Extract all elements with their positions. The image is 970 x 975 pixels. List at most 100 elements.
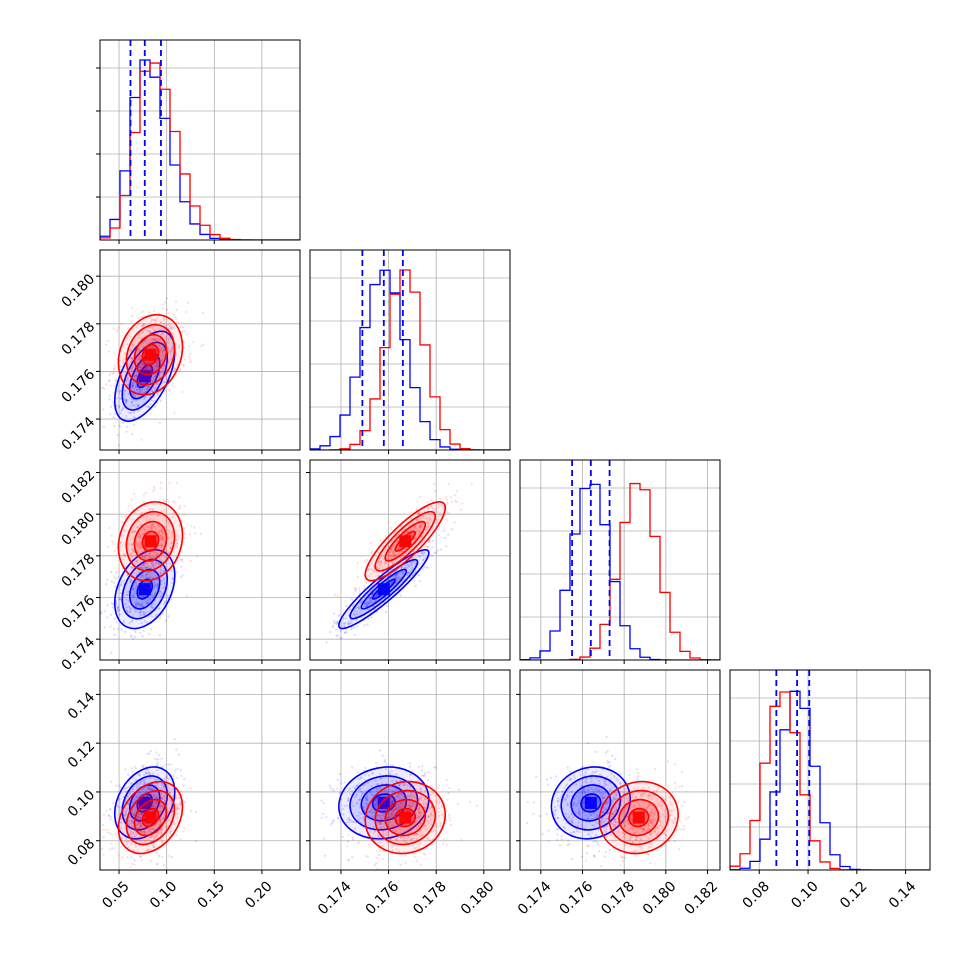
scatter-point <box>333 819 335 821</box>
scatter-point <box>337 594 339 596</box>
scatter-point <box>180 565 182 567</box>
scatter-point <box>624 857 626 859</box>
scatter-point <box>548 829 550 831</box>
scatter-point <box>172 577 174 579</box>
scatter-point <box>345 631 347 633</box>
scatter-point <box>392 764 394 766</box>
scatter-point <box>561 838 563 840</box>
scatter-point <box>457 803 459 805</box>
scatter-point <box>161 758 163 760</box>
scatter-point <box>120 323 122 325</box>
scatter-point <box>103 626 105 628</box>
scatter-point <box>150 585 152 587</box>
scatter-point <box>379 749 381 751</box>
scatter-point <box>184 358 186 360</box>
scatter-point <box>127 510 129 512</box>
scatter-point <box>132 638 134 640</box>
scatter-point <box>411 512 413 514</box>
scatter-point <box>359 590 361 592</box>
scatter-point <box>329 631 331 633</box>
scatter-point <box>445 545 447 547</box>
scatter-point <box>446 779 448 781</box>
scatter-point <box>135 407 137 409</box>
scatter-point <box>390 527 392 529</box>
scatter-point <box>371 593 373 595</box>
scatter-point <box>185 311 187 313</box>
scatter-point <box>131 307 133 309</box>
scatter-point <box>165 776 167 778</box>
scatter-point <box>345 609 347 611</box>
scatter-point <box>340 637 342 639</box>
scatter-point <box>125 431 127 433</box>
scatter-point <box>154 405 156 407</box>
scatter-point <box>115 785 117 787</box>
scatter-point <box>163 864 165 866</box>
scatter-point <box>146 587 148 589</box>
scatter-point <box>345 605 347 607</box>
scatter-point <box>368 843 370 845</box>
scatter-point <box>419 496 421 498</box>
scatter-point <box>109 848 111 850</box>
scatter-point <box>342 836 344 838</box>
scatter-point <box>177 767 179 769</box>
scatter-point <box>183 513 185 515</box>
scatter-point <box>117 799 119 801</box>
scatter-point <box>338 615 340 617</box>
scatter-point <box>148 752 150 754</box>
scatter-point <box>443 530 445 532</box>
scatter-point <box>139 856 141 858</box>
scatter-point <box>168 501 170 503</box>
scatter-point <box>446 502 448 504</box>
scatter-point <box>133 858 135 860</box>
scatter-point <box>189 787 191 789</box>
scatter-point <box>174 568 176 570</box>
scatter-point <box>173 386 175 388</box>
scatter-point <box>108 395 110 397</box>
scatter-point <box>330 787 332 789</box>
scatter-point <box>137 410 139 412</box>
scatter-point <box>113 425 115 427</box>
scatter-point <box>476 805 478 807</box>
scatter-point <box>181 574 183 576</box>
scatter-point <box>186 333 188 335</box>
scatter-point <box>637 775 639 777</box>
scatter-point <box>134 766 136 768</box>
scatter-point <box>183 365 185 367</box>
scatter-point <box>140 439 142 441</box>
scatter-point <box>180 576 182 578</box>
scatter-point <box>163 594 165 596</box>
scatter-point <box>106 829 108 831</box>
scatter-point <box>103 814 105 816</box>
scatter-point <box>547 783 549 785</box>
scatter-point <box>183 505 185 507</box>
scatter-point <box>118 855 120 857</box>
scatter-point <box>351 598 353 600</box>
scatter-point <box>190 810 192 812</box>
scatter-point <box>367 618 369 620</box>
scatter-point <box>178 496 180 498</box>
scatter-point <box>172 383 174 385</box>
scatter-point <box>161 587 163 589</box>
scatter-point <box>173 835 175 837</box>
scatter-point <box>147 772 149 774</box>
scatter-point <box>427 546 429 548</box>
scatter-point <box>424 772 426 774</box>
scatter-point <box>454 494 456 496</box>
scatter-point <box>533 801 535 803</box>
scatter-point <box>192 341 194 343</box>
scatter-point <box>375 857 377 859</box>
scatter-point <box>539 815 541 817</box>
scatter-point <box>601 795 603 797</box>
scatter-point <box>419 580 421 582</box>
scatter-point <box>188 345 190 347</box>
scatter-point <box>105 583 107 585</box>
scatter-point <box>131 315 133 317</box>
scatter-point <box>636 871 638 873</box>
scatter-point <box>434 490 436 492</box>
scatter-point <box>683 801 685 803</box>
scatter-point <box>167 615 169 617</box>
scatter-point <box>461 502 463 504</box>
scatter-point <box>375 850 377 852</box>
scatter-point <box>133 864 135 866</box>
